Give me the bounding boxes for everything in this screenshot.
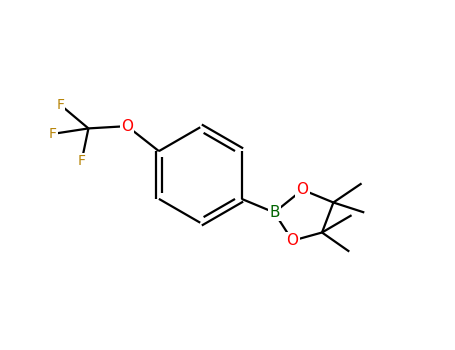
Text: B: B: [269, 205, 279, 220]
Text: F: F: [49, 127, 57, 141]
Text: F: F: [78, 154, 86, 168]
Text: O: O: [121, 119, 133, 134]
Text: O: O: [287, 233, 298, 248]
Text: F: F: [56, 98, 64, 112]
Text: O: O: [297, 182, 308, 197]
